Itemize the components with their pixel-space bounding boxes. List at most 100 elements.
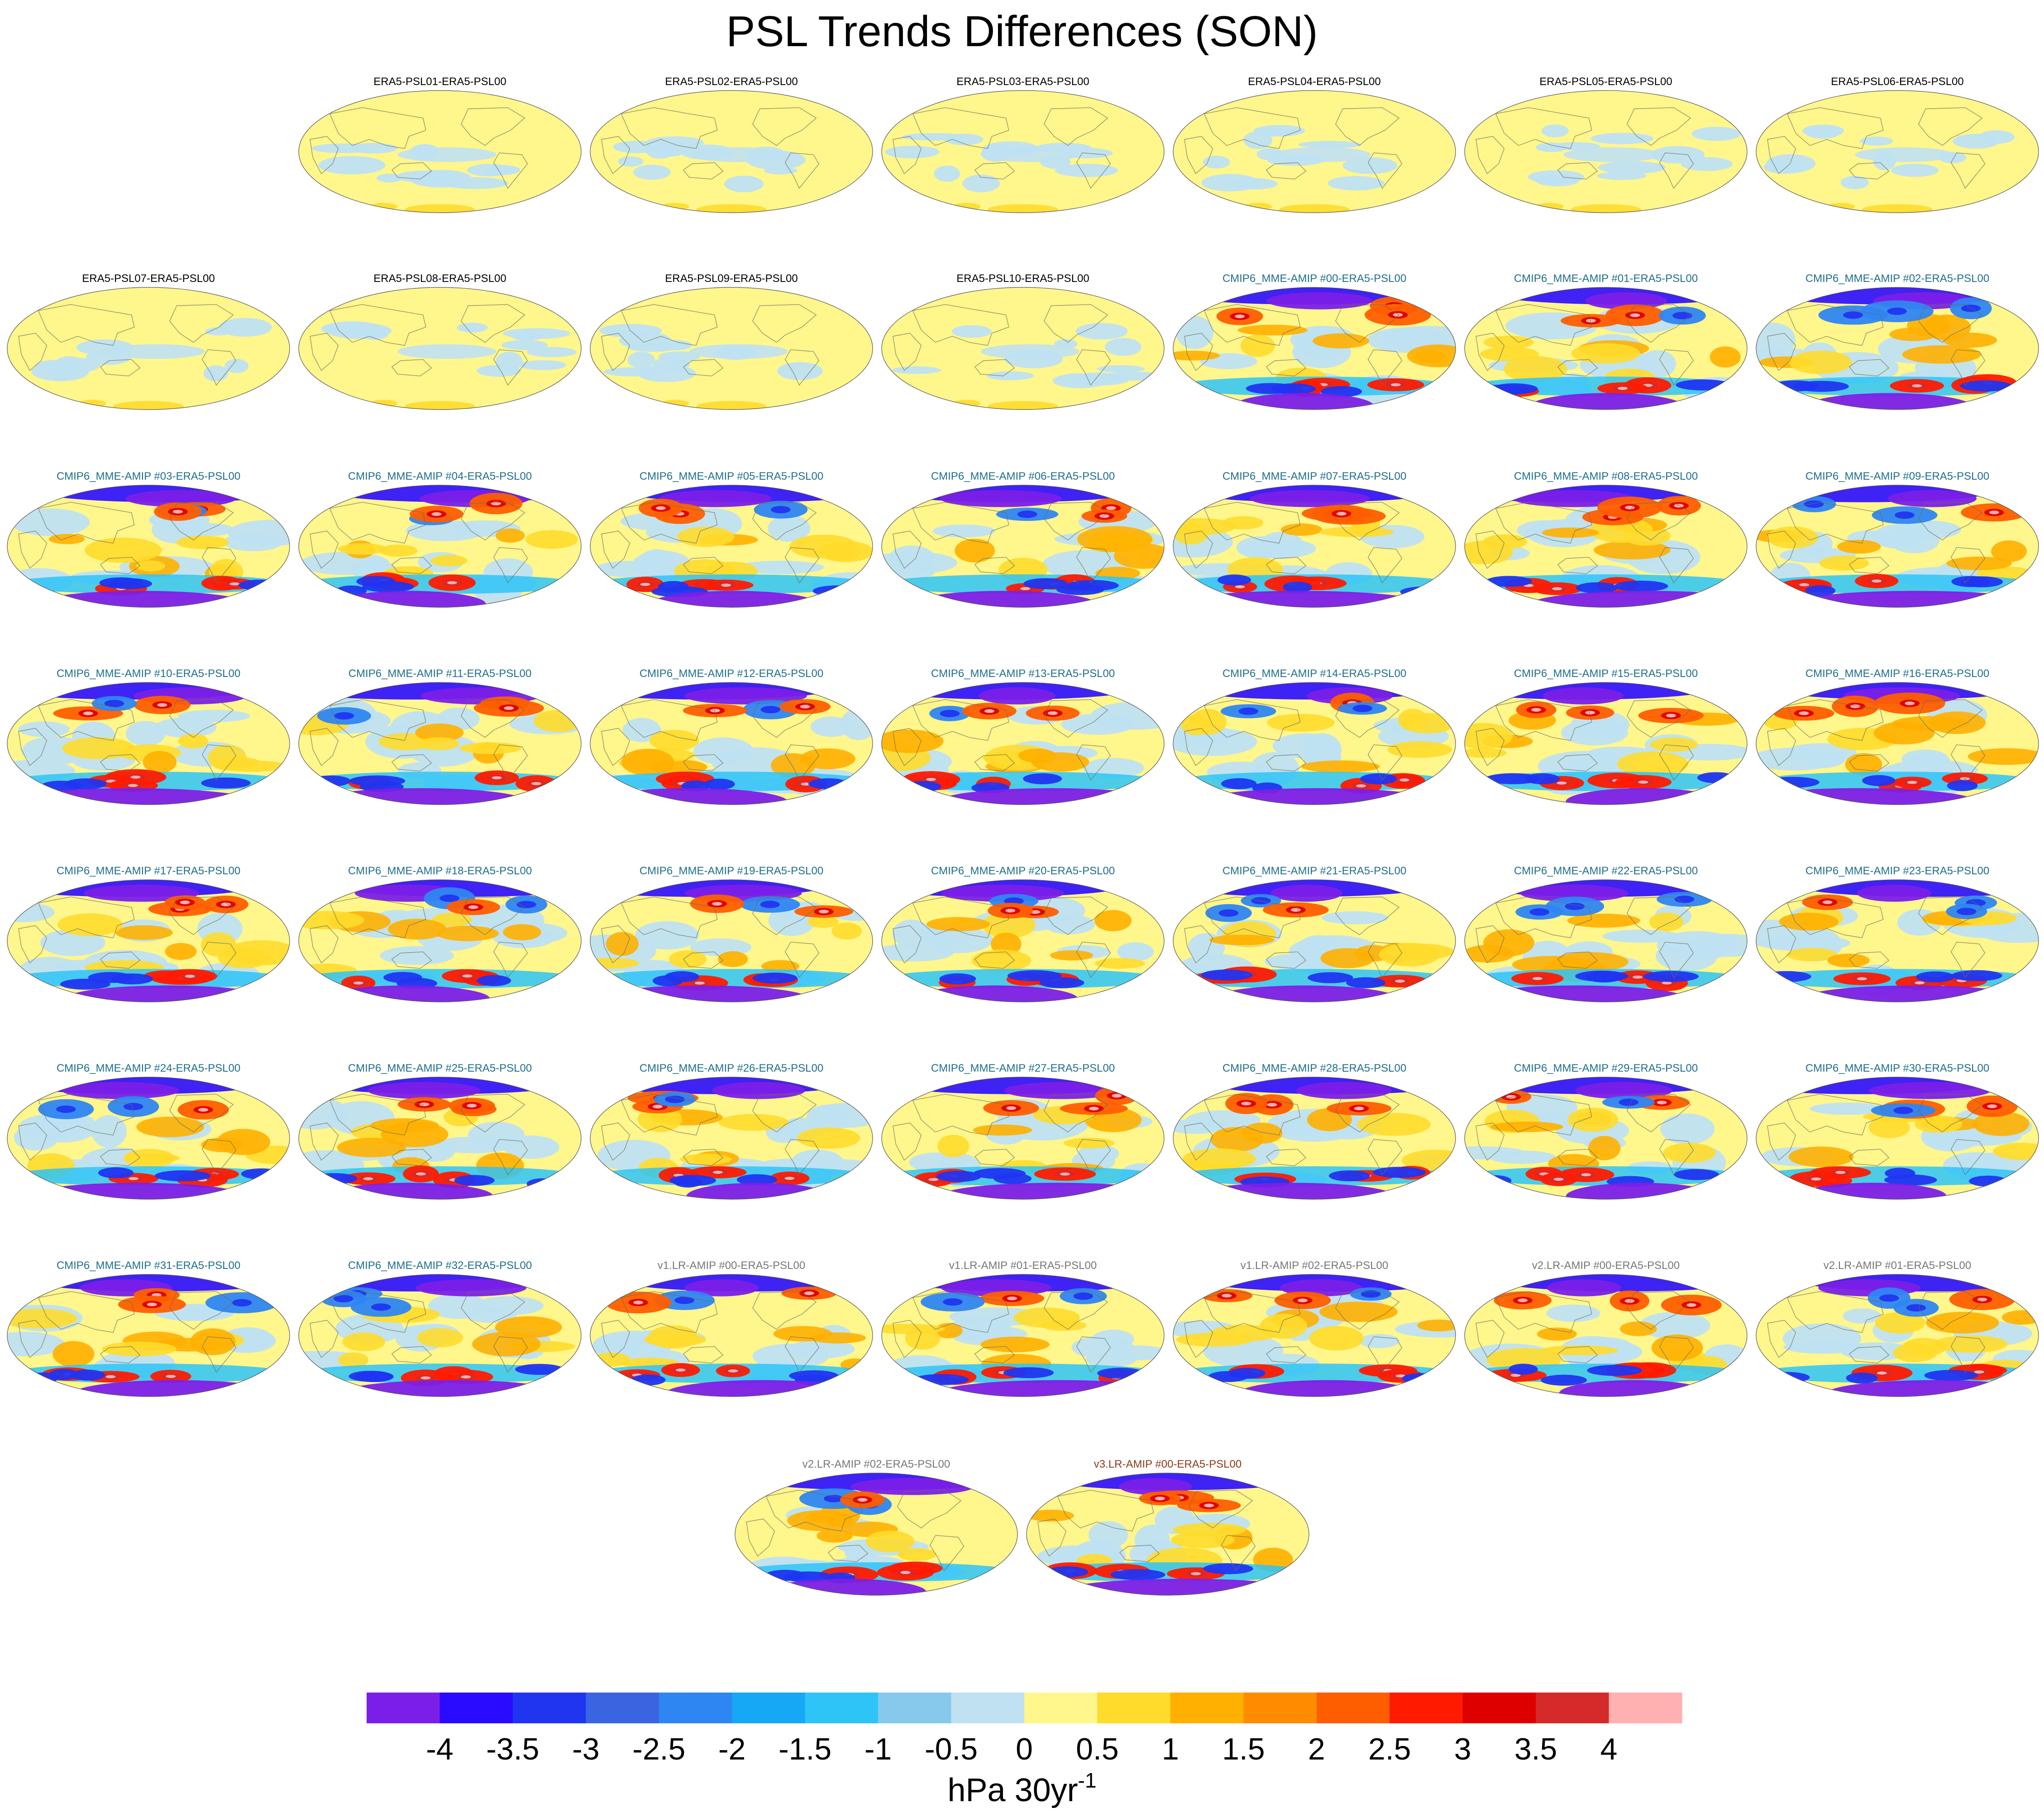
coastline xyxy=(201,547,237,584)
panel-title: CMIP6_MME-AMIP #16-ERA5-PSL00 xyxy=(1805,668,1989,680)
coastline xyxy=(1203,1094,1301,1136)
colorbar-segment xyxy=(512,1693,586,1723)
coastline xyxy=(329,304,426,346)
coastline xyxy=(329,699,426,741)
coastline xyxy=(1184,333,1213,371)
map-border xyxy=(590,485,873,608)
field-contour xyxy=(1633,975,1643,979)
map-border xyxy=(7,485,290,608)
coastline xyxy=(1786,502,1884,544)
panel-title: CMIP6_MME-AMIP #07-ERA5-PSL00 xyxy=(1223,470,1406,482)
coastline xyxy=(38,304,135,346)
field-contour xyxy=(1243,131,1273,149)
field-contour xyxy=(27,1183,245,1199)
field-contour xyxy=(439,894,459,902)
field-contour xyxy=(686,1183,830,1199)
field-contour xyxy=(1360,773,1397,785)
field-contour xyxy=(299,911,364,930)
field-contour xyxy=(621,749,674,776)
field-contour xyxy=(1537,1327,1577,1341)
field-contour xyxy=(1598,161,1666,174)
field-contour xyxy=(648,1325,698,1349)
field-contour xyxy=(65,985,272,1002)
field-contour xyxy=(1283,582,1312,593)
coastline xyxy=(1266,754,1307,772)
map-border xyxy=(298,682,582,805)
field-contour xyxy=(1465,541,1513,564)
field-contour xyxy=(101,1341,177,1357)
field-contour xyxy=(1957,907,1977,916)
colorbar-segment xyxy=(732,1693,806,1723)
colorbar-tick-label: -1 xyxy=(864,1732,892,1766)
field-contour xyxy=(1855,147,1954,162)
field-contour xyxy=(712,1082,805,1099)
coastline xyxy=(169,699,234,738)
coastline xyxy=(621,1094,718,1136)
panel-title: CMIP6_MME-AMIP #15-ERA5-PSL00 xyxy=(1514,668,1698,680)
field-contour xyxy=(1575,970,1629,982)
field-contour xyxy=(1884,1174,1937,1186)
field-contour xyxy=(590,958,640,969)
field-contour xyxy=(1710,346,1741,368)
coastline xyxy=(169,304,234,343)
map-border xyxy=(7,287,290,410)
field-contour xyxy=(910,591,1097,607)
field-contour xyxy=(1356,784,1366,787)
field-contour xyxy=(1797,1183,1947,1199)
coastline xyxy=(912,699,1009,741)
field-contour xyxy=(1091,701,1164,730)
trend-field xyxy=(1756,1077,2039,1199)
panel-title: ERA5-PSL09-ERA5-PSL00 xyxy=(665,272,798,285)
coastline xyxy=(1184,136,1213,174)
colorbar-tick-label: -1.5 xyxy=(778,1732,831,1766)
coastline xyxy=(493,547,528,584)
coastline xyxy=(1266,1149,1307,1166)
field-contour xyxy=(773,1326,832,1342)
field-contour xyxy=(603,367,662,377)
field-contour xyxy=(1007,1297,1017,1301)
field-contour xyxy=(99,577,143,589)
coastline xyxy=(329,107,426,149)
field-contour xyxy=(70,1369,105,1381)
panel-title: ERA5-PSL08-ERA5-PSL00 xyxy=(373,272,506,285)
colorbar-segment xyxy=(1390,1693,1463,1723)
field-contour xyxy=(1467,985,1687,1002)
field-contour xyxy=(1478,1175,1512,1187)
field-contour xyxy=(418,737,459,750)
field-contour xyxy=(841,708,873,740)
field-contour xyxy=(1309,1326,1364,1351)
field-contour xyxy=(812,585,863,596)
coastline xyxy=(100,754,141,772)
field-contour xyxy=(337,1138,406,1158)
field-contour xyxy=(988,401,1058,410)
field-contour xyxy=(1614,580,1668,592)
coastline xyxy=(893,530,922,569)
field-contour xyxy=(178,710,250,722)
field-contour xyxy=(157,703,167,707)
coastline xyxy=(1203,699,1301,741)
coastline xyxy=(1950,1139,1986,1176)
field-contour xyxy=(1007,970,1062,982)
panel-title: CMIP6_MME-AMIP #03-ERA5-PSL00 xyxy=(57,470,240,482)
coastline xyxy=(893,1122,922,1161)
coastline xyxy=(1335,1094,1400,1133)
coastline xyxy=(752,304,817,343)
field-contour xyxy=(1050,950,1094,961)
coastline xyxy=(1626,107,1691,146)
map-panel: ERA5-PSL03-ERA5-PSL00 xyxy=(881,76,1165,213)
coastline xyxy=(38,502,135,544)
map-border xyxy=(1464,1274,1748,1397)
coastline xyxy=(912,897,1009,939)
map-panel: CMIP6_MME-AMIP #15-ERA5-PSL00 xyxy=(1464,668,1748,805)
coastline xyxy=(1786,107,1884,149)
field-contour xyxy=(88,972,134,983)
field-contour xyxy=(819,910,829,914)
coastline xyxy=(1786,1291,1884,1333)
map-panel: v2.LR-AMIP #01-ERA5-PSL00 xyxy=(1756,1259,2039,1397)
field-contour xyxy=(1399,778,1409,782)
field-contour xyxy=(1075,323,1128,340)
field-contour xyxy=(951,325,992,338)
map-panel: CMIP6_MME-AMIP #11-ERA5-PSL00 xyxy=(298,668,582,805)
coastline xyxy=(1786,897,1884,939)
panel-title: CMIP6_MME-AMIP #08-ERA5-PSL00 xyxy=(1514,470,1698,482)
